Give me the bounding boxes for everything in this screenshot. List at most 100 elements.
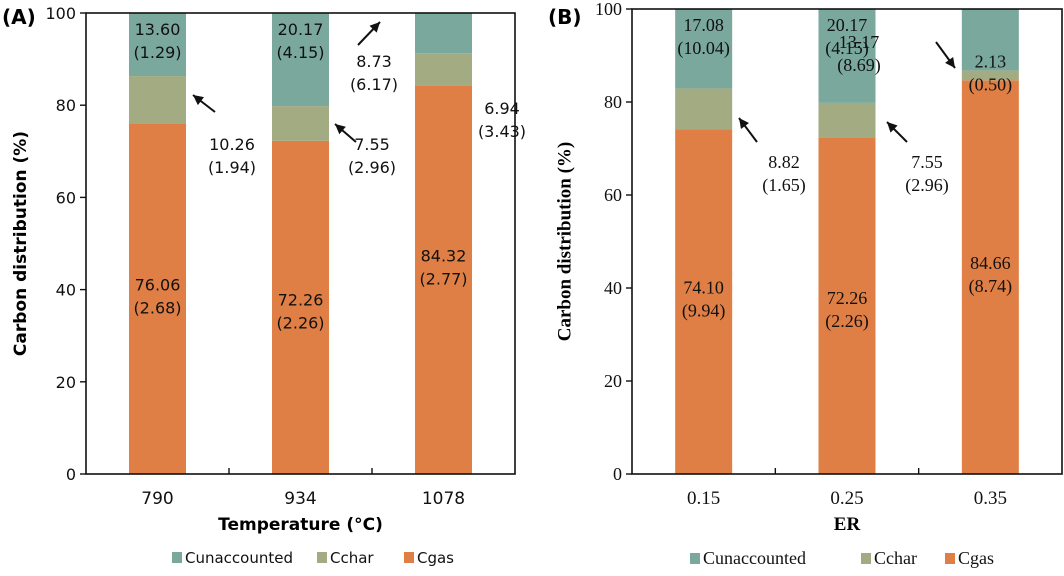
y-tick-label-0: 0 <box>613 464 622 484</box>
data-label-cchar-0.25: 7.55 <box>911 152 943 172</box>
data-label-cgas-0.15: 74.10 <box>683 278 724 298</box>
arrow-head-cunaccounted-0.35 <box>945 56 955 68</box>
data-label-cgas-934: 72.26 <box>278 290 324 309</box>
x-axis-label-b: ER <box>834 514 861 535</box>
arrow-head-cchar-0.25 <box>887 122 898 133</box>
data-label-cchar-934: 7.55 <box>354 135 390 154</box>
y-tick-label-20: 20 <box>56 373 76 392</box>
x-tick-label-0.15: 0.15 <box>687 488 720 509</box>
y-axis-label-b: Carbon distribution (%) <box>555 142 576 342</box>
y-tick-label-60: 60 <box>604 185 622 205</box>
legend-label-cgas: Cgas <box>958 548 994 568</box>
error-label-cgas-0.15: (9.94) <box>682 301 726 322</box>
data-label-cchar-790: 10.26 <box>209 135 255 154</box>
bar-cchar-0.15 <box>675 88 733 130</box>
data-label-cunaccounted-1078: 8.73 <box>356 52 392 71</box>
legend-label-cgas: Cgas <box>417 549 454 567</box>
legend-label-cchar: Cchar <box>874 548 917 568</box>
data-label-cchar-1078: 6.94 <box>484 99 520 118</box>
bar-cunaccounted-0.25 <box>818 9 876 103</box>
bar-cunaccounted-1078 <box>415 13 472 54</box>
y-tick-label-80: 80 <box>56 96 76 115</box>
legend-swatch-cunaccounted <box>690 553 700 564</box>
y-axis-label-a: Carbon distribution (%) <box>11 131 31 356</box>
bar-cunaccounted-790 <box>129 13 186 77</box>
legend-swatch-cchar <box>317 552 327 563</box>
y-tick-label-20: 20 <box>604 371 622 391</box>
bar-cchar-1078 <box>415 53 472 86</box>
data-label-cgas-0.25: 72.26 <box>827 288 868 308</box>
error-label-cchar-934: (2.96) <box>348 158 396 177</box>
x-tick-label-934: 934 <box>284 489 316 509</box>
error-label-cchar-0.35: (0.50) <box>969 74 1013 95</box>
error-label-cchar-1078: (3.43) <box>478 122 526 141</box>
legend-a: Cunaccounted Cchar Cgas <box>172 549 454 567</box>
bar-cchar-790 <box>129 76 186 124</box>
error-label-cgas-0.35: (8.74) <box>969 276 1013 297</box>
error-label-cunaccounted-790: (1.29) <box>133 43 181 62</box>
data-label-cchar-0.35: 2.13 <box>975 51 1007 71</box>
bar-cgas-0.25 <box>818 137 876 474</box>
error-label-cgas-1078: (2.77) <box>419 270 467 289</box>
x-tick-label-0.25: 0.25 <box>830 488 863 509</box>
x-axis-label-a: Temperature (°C) <box>218 515 383 535</box>
legend-label-cunaccounted: Cunaccounted <box>703 548 806 568</box>
y-tick-label-60: 60 <box>56 188 76 207</box>
arrow-head-cchar-0.15 <box>739 118 749 129</box>
error-label-cchar-0.15: (1.65) <box>762 175 806 196</box>
bar-cchar-934 <box>272 106 329 141</box>
panel-a: (A) 76.06 (2.68) 10.26 (1.94) 13.60 (1.29) 72.… <box>2 4 526 567</box>
error-label-cunaccounted-0.35: (8.69) <box>837 55 881 76</box>
panel-label-b: (B) <box>548 5 582 29</box>
data-label-cunaccounted-934: 20.17 <box>278 20 324 39</box>
error-label-cchar-790: (1.94) <box>208 158 256 177</box>
y-tick-label-40: 40 <box>604 278 622 298</box>
bar-cgas-790 <box>129 123 186 474</box>
error-label-cunaccounted-1078: (6.17) <box>350 75 398 94</box>
y-tick-label-100: 100 <box>595 0 622 19</box>
data-label-cchar-0.15: 8.82 <box>768 152 800 172</box>
x-tick-label-790: 790 <box>141 489 173 509</box>
legend-swatch-cgas <box>404 552 414 563</box>
bar-cunaccounted-934 <box>272 13 329 107</box>
error-label-cchar-0.25: (2.96) <box>905 175 949 196</box>
y-tick-label-80: 80 <box>604 92 622 112</box>
error-label-cunaccounted-0.25: (4.15) <box>825 38 869 59</box>
data-label-cgas-790: 76.06 <box>135 276 181 295</box>
legend-b: Cunaccounted Cchar Cgas <box>690 548 994 568</box>
legend-label-cunaccounted: Cunaccounted <box>185 549 293 567</box>
data-label-cunaccounted-790: 13.60 <box>135 20 181 39</box>
y-tick-label-0: 0 <box>66 465 76 484</box>
error-label-cgas-934: (2.26) <box>276 313 324 332</box>
error-label-cgas-790: (2.68) <box>133 299 181 318</box>
legend-swatch-cgas <box>945 553 955 564</box>
bar-cgas-0.15 <box>675 129 733 474</box>
legend-swatch-cchar <box>861 553 871 564</box>
data-label-cgas-1078: 84.32 <box>421 247 467 266</box>
x-tick-label-1078: 1078 <box>422 489 465 509</box>
error-label-cunaccounted-934: (4.15) <box>276 43 324 62</box>
x-tick-label-0.35: 0.35 <box>974 488 1007 509</box>
plot-frame <box>631 8 1063 475</box>
plot-frame <box>85 12 516 475</box>
data-label-cunaccounted-0.25: 20.17 <box>827 15 868 35</box>
bar-cgas-934 <box>272 140 329 474</box>
panel-label-a: (A) <box>2 5 36 29</box>
error-label-cunaccounted-0.15: (10.04) <box>677 38 730 59</box>
bar-cgas-1078 <box>415 85 472 475</box>
arrow-head-cchar-790 <box>193 95 204 106</box>
legend-swatch-cunaccounted <box>172 552 182 563</box>
arrow-head-cunaccounted-1078 <box>369 22 380 33</box>
y-tick-label-40: 40 <box>56 281 76 300</box>
data-label-cunaccounted-0.35: 13.17 <box>839 32 880 52</box>
data-label-cunaccounted-0.15: 17.08 <box>683 15 724 35</box>
bar-cgas-0.35 <box>961 80 1019 475</box>
plot-area-a: 76.06 (2.68) 10.26 (1.94) 13.60 (1.29) 72.26 (2… <box>45 4 526 509</box>
bar-cchar-0.25 <box>818 102 876 138</box>
y-tick-label-100: 100 <box>45 4 76 23</box>
bar-cchar-0.35 <box>961 70 1019 81</box>
plot-area-b: 74.10 (9.94) 8.82 (1.65) 17.08 (10.04) 72.26 (2… <box>595 0 1063 509</box>
panel-b: (B) 74.10 (9.94) 8.82 (1.65) 17.08 (10.04) 72.… <box>548 0 1063 568</box>
bar-cunaccounted-0.15 <box>675 9 733 89</box>
